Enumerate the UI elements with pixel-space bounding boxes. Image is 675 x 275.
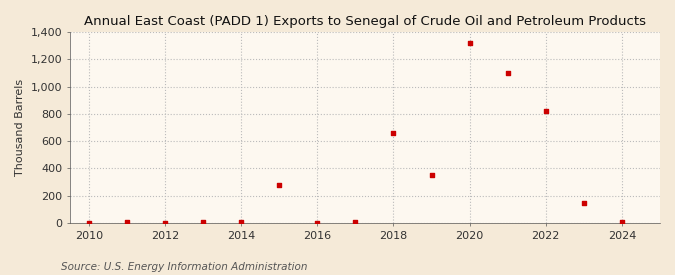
Y-axis label: Thousand Barrels: Thousand Barrels (15, 79, 25, 176)
Point (578, 201, 589, 205)
Point (464, 41, 475, 45)
Title: Annual East Coast (PADD 1) Exports to Senegal of Crude Oil and Petroleum Product: Annual East Coast (PADD 1) Exports to Se… (84, 15, 646, 28)
Point (84, 221, 95, 225)
Point (426, 172, 437, 177)
Point (388, 131, 399, 135)
Point (274, 183, 285, 187)
Text: Source: U.S. Energy Information Administration: Source: U.S. Energy Information Administ… (61, 262, 307, 272)
Point (312, 221, 323, 225)
Point (502, 71, 513, 75)
Point (198, 220, 209, 225)
Point (236, 220, 246, 225)
Point (541, 109, 551, 113)
Point (122, 220, 132, 225)
Point (159, 221, 170, 225)
Point (616, 220, 627, 225)
Point (350, 220, 361, 225)
